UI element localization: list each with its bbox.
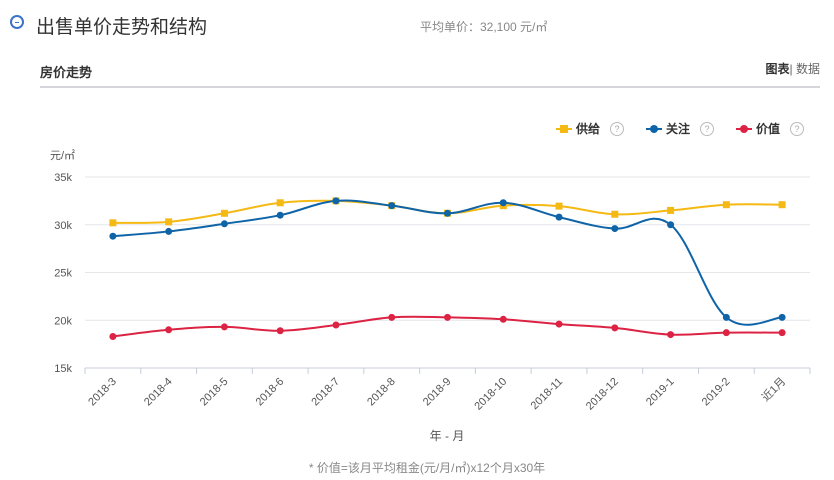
average-price: 平均单价：32,100 元/㎡ [420, 20, 548, 34]
data-point-attention [778, 313, 786, 321]
view-separator: | [789, 62, 793, 76]
legend-label: 关注 [665, 122, 690, 136]
data-point-value [667, 331, 675, 339]
data-point-attention [276, 211, 284, 219]
data-point-value [220, 323, 228, 331]
x-axis-title: 年 - 月 [429, 429, 465, 443]
data-point-supply [109, 219, 117, 227]
data-point-supply [220, 209, 228, 217]
x-tick-label: 近1月 [759, 375, 788, 404]
x-tick-label: 2018-8 [365, 376, 398, 409]
data-point-value [388, 313, 396, 321]
x-tick-label: 2018-11 [529, 376, 565, 412]
data-point-attention [499, 199, 507, 207]
data-point-value [778, 329, 786, 337]
data-point-attention [109, 232, 117, 240]
data-point-supply [722, 201, 730, 209]
section-title: 出售单价走势和结构 [36, 17, 208, 38]
data-point-attention [722, 313, 730, 321]
footnote: * 价值=该月平均租金(元/月/㎡)x12个月x30年 [308, 461, 546, 475]
x-tick-label: 2019-1 [644, 376, 677, 409]
data-point-value [555, 320, 563, 328]
collapse-icon[interactable] [10, 15, 24, 29]
data-point-attention [444, 209, 451, 217]
help-icon[interactable]: ? [609, 121, 624, 136]
data-point-value [722, 329, 730, 337]
data-point-attention [611, 225, 619, 233]
y-tick-label: 30k [54, 220, 72, 232]
legend-item-attention[interactable]: 关注 ? [645, 120, 714, 137]
circle-marker-icon [645, 124, 662, 134]
data-point-attention [332, 197, 340, 205]
x-tick-label: 2019-2 [700, 376, 733, 409]
data-point-supply [555, 202, 563, 210]
x-tick-label: 2018-9 [421, 376, 454, 409]
data-view-tab[interactable]: 数据 [792, 62, 820, 76]
y-axis-unit: 元/㎡ [50, 150, 76, 162]
view-switch: 图表| 数据 [766, 60, 820, 77]
data-point-attention [555, 213, 563, 221]
y-tick-label: 25k [54, 268, 72, 280]
data-point-value [611, 324, 619, 332]
y-tick-label: 35k [54, 172, 72, 184]
subsection-title: 房价走势 [40, 65, 93, 80]
help-icon[interactable]: ? [790, 121, 804, 136]
data-point-attention [667, 221, 675, 229]
y-tick-label: 20k [54, 315, 72, 327]
data-point-supply [165, 218, 173, 226]
data-point-supply [667, 206, 675, 214]
circle-marker-icon [735, 124, 752, 134]
x-tick-label: 2018-3 [86, 376, 119, 409]
x-tick-label: 2018-7 [309, 376, 342, 409]
square-marker-icon [555, 124, 572, 134]
chart-legend: 供给 ? 关注 ? 价值 ? [555, 120, 804, 137]
data-point-attention [388, 202, 396, 210]
legend-item-value[interactable]: 价值 ? [735, 120, 804, 137]
data-point-supply [276, 199, 284, 207]
data-point-supply [611, 210, 619, 218]
series-line-attention [112, 199, 783, 326]
legend-item-supply[interactable]: 供给 ? [555, 120, 624, 137]
x-tick-label: 2018-6 [254, 376, 287, 409]
data-point-value [499, 315, 507, 323]
help-icon[interactable]: ? [699, 121, 714, 136]
data-point-attention [220, 220, 228, 228]
data-point-supply [778, 201, 786, 209]
data-point-value [165, 326, 173, 334]
data-point-attention [165, 227, 173, 235]
divider [40, 86, 820, 88]
data-point-value [276, 327, 284, 335]
legend-label: 价值 [755, 122, 780, 136]
y-tick-label: 15k [54, 363, 72, 375]
x-tick-label: 2018-4 [142, 376, 175, 409]
legend-label: 供给 [575, 122, 600, 136]
data-point-value [444, 313, 451, 321]
x-tick-label: 2018-12 [584, 376, 621, 413]
data-point-value [109, 332, 117, 340]
chart-view-tab[interactable]: 图表 [765, 62, 790, 76]
data-point-value [332, 321, 340, 329]
x-tick-label: 2018-10 [472, 376, 509, 413]
x-tick-label: 2018-5 [198, 376, 231, 409]
